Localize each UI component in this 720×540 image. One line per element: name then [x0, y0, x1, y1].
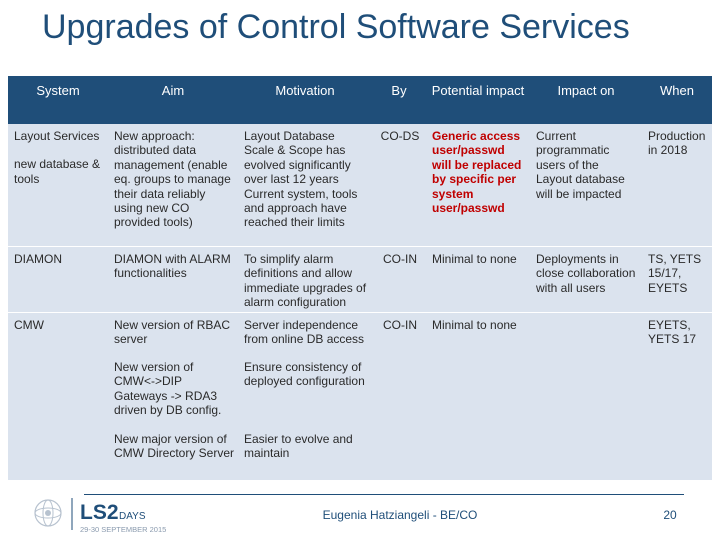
cell-cmw-aim-2: New version of CMW<->DIP Gateways -> RDA… [108, 355, 238, 427]
cell-cmw-motivation-3: Easier to evolve and maintain [238, 427, 372, 480]
cell-diamon-aim: DIAMON with ALARM functionalities [108, 246, 238, 312]
cell-diamon-impact-on: Deployments in close collaboration with … [530, 246, 642, 312]
cell-diamon-when: TS, YETS 15/17, EYETS [642, 246, 712, 312]
cell-cmw-by: CO-IN [372, 312, 426, 480]
logo-ls2-text: LS2 [80, 501, 119, 524]
cell-layout-by: CO-DS [372, 124, 426, 246]
cell-layout-aim: New approach: distributed data managemen… [108, 124, 238, 246]
cell-cmw-aim-1: New version of RBAC server [108, 312, 238, 355]
system-name: Layout Services [14, 129, 100, 143]
cell-diamon-impact: Minimal to none [426, 246, 530, 312]
footer-divider [84, 494, 684, 495]
cell-cmw-motivation-2: Ensure consistency of deployed configura… [238, 355, 372, 427]
slide-title: Upgrades of Control Software Services [42, 8, 630, 46]
presenter-name: Eugenia Hatziangeli - BE/CO [322, 508, 478, 522]
cell-cmw-when: EYETS, YETS 17 [642, 312, 712, 480]
system-subtitle: new database & tools [14, 157, 101, 186]
ls2-days-logo: LS2 DAYS 29-30 SEPTEMBER 2015 [34, 498, 166, 534]
header-by: By [372, 76, 426, 124]
cell-cmw-motivation-1: Server independence from online DB acces… [238, 312, 372, 355]
header-when: When [642, 76, 712, 124]
page-number: 20 [663, 508, 677, 522]
upgrades-table: System Aim Motivation By Potential impac… [8, 76, 712, 480]
cell-cmw-aim-3: New major version of CMW Directory Serve… [108, 427, 238, 480]
header-motivation: Motivation [238, 76, 372, 124]
header-potential-impact: Potential impact [426, 76, 530, 124]
cell-diamon-motivation: To simplify alarm definitions and allow … [238, 246, 372, 312]
cell-layout-impact-on: Current programmatic users of the Layout… [530, 124, 642, 246]
cell-layout-motivation: Layout Database Scale & Scope has evolve… [238, 124, 372, 246]
logo-dates-text: 29-30 SEPTEMBER 2015 [80, 525, 166, 534]
logo-days-text: DAYS [119, 511, 146, 522]
cell-layout-impact: Generic access user/passwd will be repla… [426, 124, 530, 246]
cell-cmw-impact: Minimal to none [426, 312, 530, 480]
header-system: System [8, 76, 108, 124]
cell-cmw-system: CMW [8, 312, 108, 480]
cell-cmw-impact-on [530, 312, 642, 480]
cell-diamon-system: DIAMON [8, 246, 108, 312]
header-aim: Aim [108, 76, 238, 124]
header-impact-on: Impact on [530, 76, 642, 124]
cell-layout-when: Production in 2018 [642, 124, 712, 246]
cell-diamon-by: CO-IN [372, 246, 426, 312]
cell-layout-system: Layout Services new database & tools [8, 124, 108, 246]
cern-globe-icon [34, 499, 62, 527]
